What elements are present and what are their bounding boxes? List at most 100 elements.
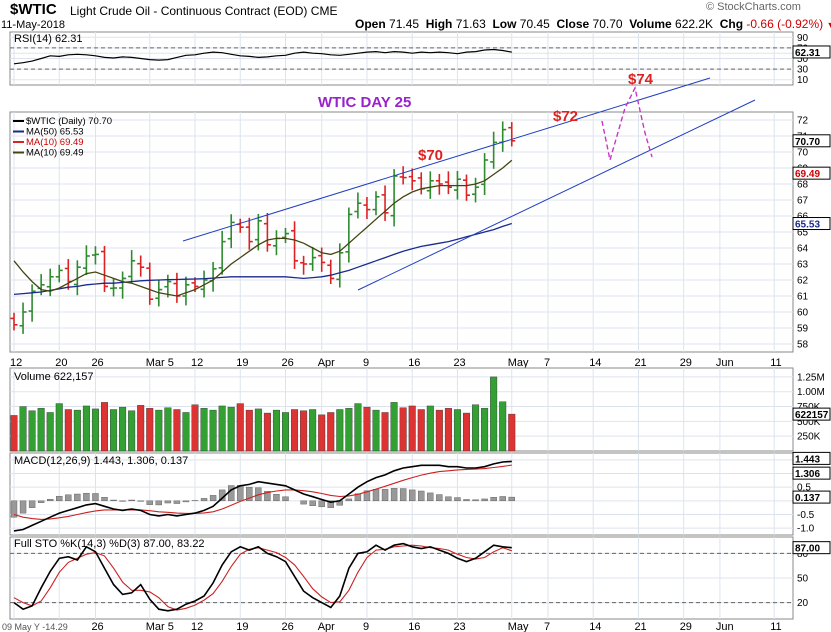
- volume-ytick-label: 250K: [797, 432, 821, 443]
- price-ytick-label: 62: [797, 276, 809, 287]
- macd-histogram-bar: [363, 490, 371, 502]
- x-tick-label: 7: [544, 357, 550, 369]
- rsi-ytick-label: 90: [797, 33, 809, 44]
- macd-hist-last-value-box: [792, 490, 831, 504]
- x-tick-label: Apr: [318, 357, 335, 369]
- bottom-x-tick-label: 21: [634, 621, 646, 632]
- volume-bar: [336, 409, 344, 452]
- bottom-x-tick-label: 26: [282, 621, 294, 632]
- volume-bar: [408, 405, 416, 452]
- volume-bar: [263, 412, 271, 452]
- rsi-ytick-label: 10: [797, 75, 809, 86]
- bottom-x-tick-label: Jun: [716, 621, 734, 632]
- macd-histogram-bar: [47, 498, 54, 502]
- x-tick-label: 26: [91, 357, 103, 369]
- price-ytick-label: 68: [797, 180, 809, 191]
- x-tick-label: 12: [10, 357, 22, 369]
- volume-bar: [372, 409, 380, 452]
- x-tick-label: Jun: [716, 357, 734, 369]
- macd-histogram-bar: [409, 489, 416, 502]
- channel-lower-line: [357, 99, 756, 291]
- price-ytick-label: 63: [797, 260, 809, 271]
- ma10-last-value-box: [792, 166, 831, 180]
- sto-last-value: 87.00: [795, 544, 820, 555]
- macd-histogram-bar: [65, 494, 72, 502]
- sto-ytick-label: 50: [797, 574, 809, 585]
- ma10-line: [13, 159, 513, 297]
- ma50-line: [13, 222, 512, 296]
- volume-bar: [218, 405, 226, 452]
- price-ytick-label: 60: [797, 308, 809, 319]
- volume-bar: [182, 412, 190, 452]
- macd-histogram-bar: [227, 485, 235, 502]
- channel-upper-line: [182, 77, 711, 242]
- volume-bar: [55, 403, 63, 452]
- volume-ytick-label: 750K: [797, 402, 821, 413]
- volume-legend: Volume 622,157: [14, 371, 94, 383]
- bottom-x-tick-label: May: [508, 621, 529, 632]
- macd-histogram-bar: [508, 496, 515, 502]
- volume-bar: [164, 407, 172, 452]
- credit-label: © StockCharts.com: [706, 1, 801, 13]
- volume-bar: [209, 409, 217, 452]
- ma50-last-value-box: [792, 217, 831, 231]
- macd-histogram-bar: [146, 500, 153, 505]
- volume-bar: [272, 409, 280, 452]
- sto-k-line: [13, 542, 512, 612]
- sto-ytick-label: 20: [797, 598, 809, 609]
- macd-signal-last-value: 1.306: [795, 469, 820, 480]
- macd-histogram-bar: [372, 489, 380, 502]
- ma10-last-value: 69.49: [795, 169, 820, 180]
- volume-bar: [481, 408, 489, 452]
- volume-bar: [426, 405, 434, 452]
- macd-histogram-bar: [282, 496, 289, 502]
- macd-histogram-bar: [164, 500, 172, 504]
- volume-bar: [73, 409, 81, 452]
- macd-histogram-bar: [119, 500, 126, 502]
- projection-path: [601, 85, 653, 161]
- price-legend-item: MA(50) 65.53: [26, 127, 84, 138]
- macd-histogram-bar: [74, 493, 81, 502]
- bottom-x-tick-label: Mar 5: [146, 621, 174, 632]
- volume-bar: [173, 409, 181, 452]
- rsi-line: [13, 48, 512, 65]
- macd-histogram-bar: [173, 500, 181, 504]
- volume-bar: [363, 406, 371, 452]
- bottom-x-tick-label: 26: [91, 621, 103, 632]
- volume-bar: [37, 408, 45, 452]
- macd-last-value: 1.443: [795, 454, 820, 465]
- x-tick-label: 16: [408, 357, 420, 369]
- bottom-x-tick-label: 7: [544, 621, 550, 632]
- volume-bar: [472, 404, 480, 452]
- x-tick-label: 11: [770, 357, 781, 369]
- macd-signal-line: [13, 464, 512, 520]
- volume-bar: [345, 408, 353, 452]
- macd-last-value-box: [792, 451, 831, 465]
- price-ytick-label: 65: [797, 228, 809, 239]
- macd-histogram-bar: [56, 495, 63, 502]
- x-tick-label: Mar 5: [146, 357, 174, 369]
- volume-bar: [227, 406, 235, 452]
- macd-ytick-label: -0.5: [797, 510, 815, 521]
- bottom-x-tick-label: 12: [191, 621, 203, 632]
- x-tick-label: 23: [453, 357, 465, 369]
- price-last-value: 70.70: [795, 137, 820, 148]
- volume-bar: [28, 410, 36, 452]
- macd-legend: MACD(12,26,9) 1.443, 1.306, 0.137: [14, 455, 188, 467]
- macd-histogram-bar: [19, 500, 27, 514]
- volume-bar: [137, 405, 145, 452]
- macd-histogram-bar: [427, 492, 434, 502]
- macd-histogram-bar: [128, 499, 135, 502]
- price-ytick-label: 66: [797, 212, 809, 223]
- volume-bar: [327, 412, 335, 452]
- macd-histogram-bar: [418, 490, 425, 502]
- macd-histogram-bar: [83, 492, 90, 502]
- symbol: $WTIC: [10, 1, 57, 18]
- macd-histogram-bar: [209, 495, 217, 502]
- macd-histogram-bar: [137, 500, 144, 502]
- bottom-x-tick-label: 14: [589, 621, 601, 632]
- macd-histogram-bar: [481, 498, 488, 502]
- rsi-ytick-label: 50: [797, 54, 809, 65]
- volume-bar: [191, 404, 199, 452]
- macd-histogram-bar: [155, 500, 163, 506]
